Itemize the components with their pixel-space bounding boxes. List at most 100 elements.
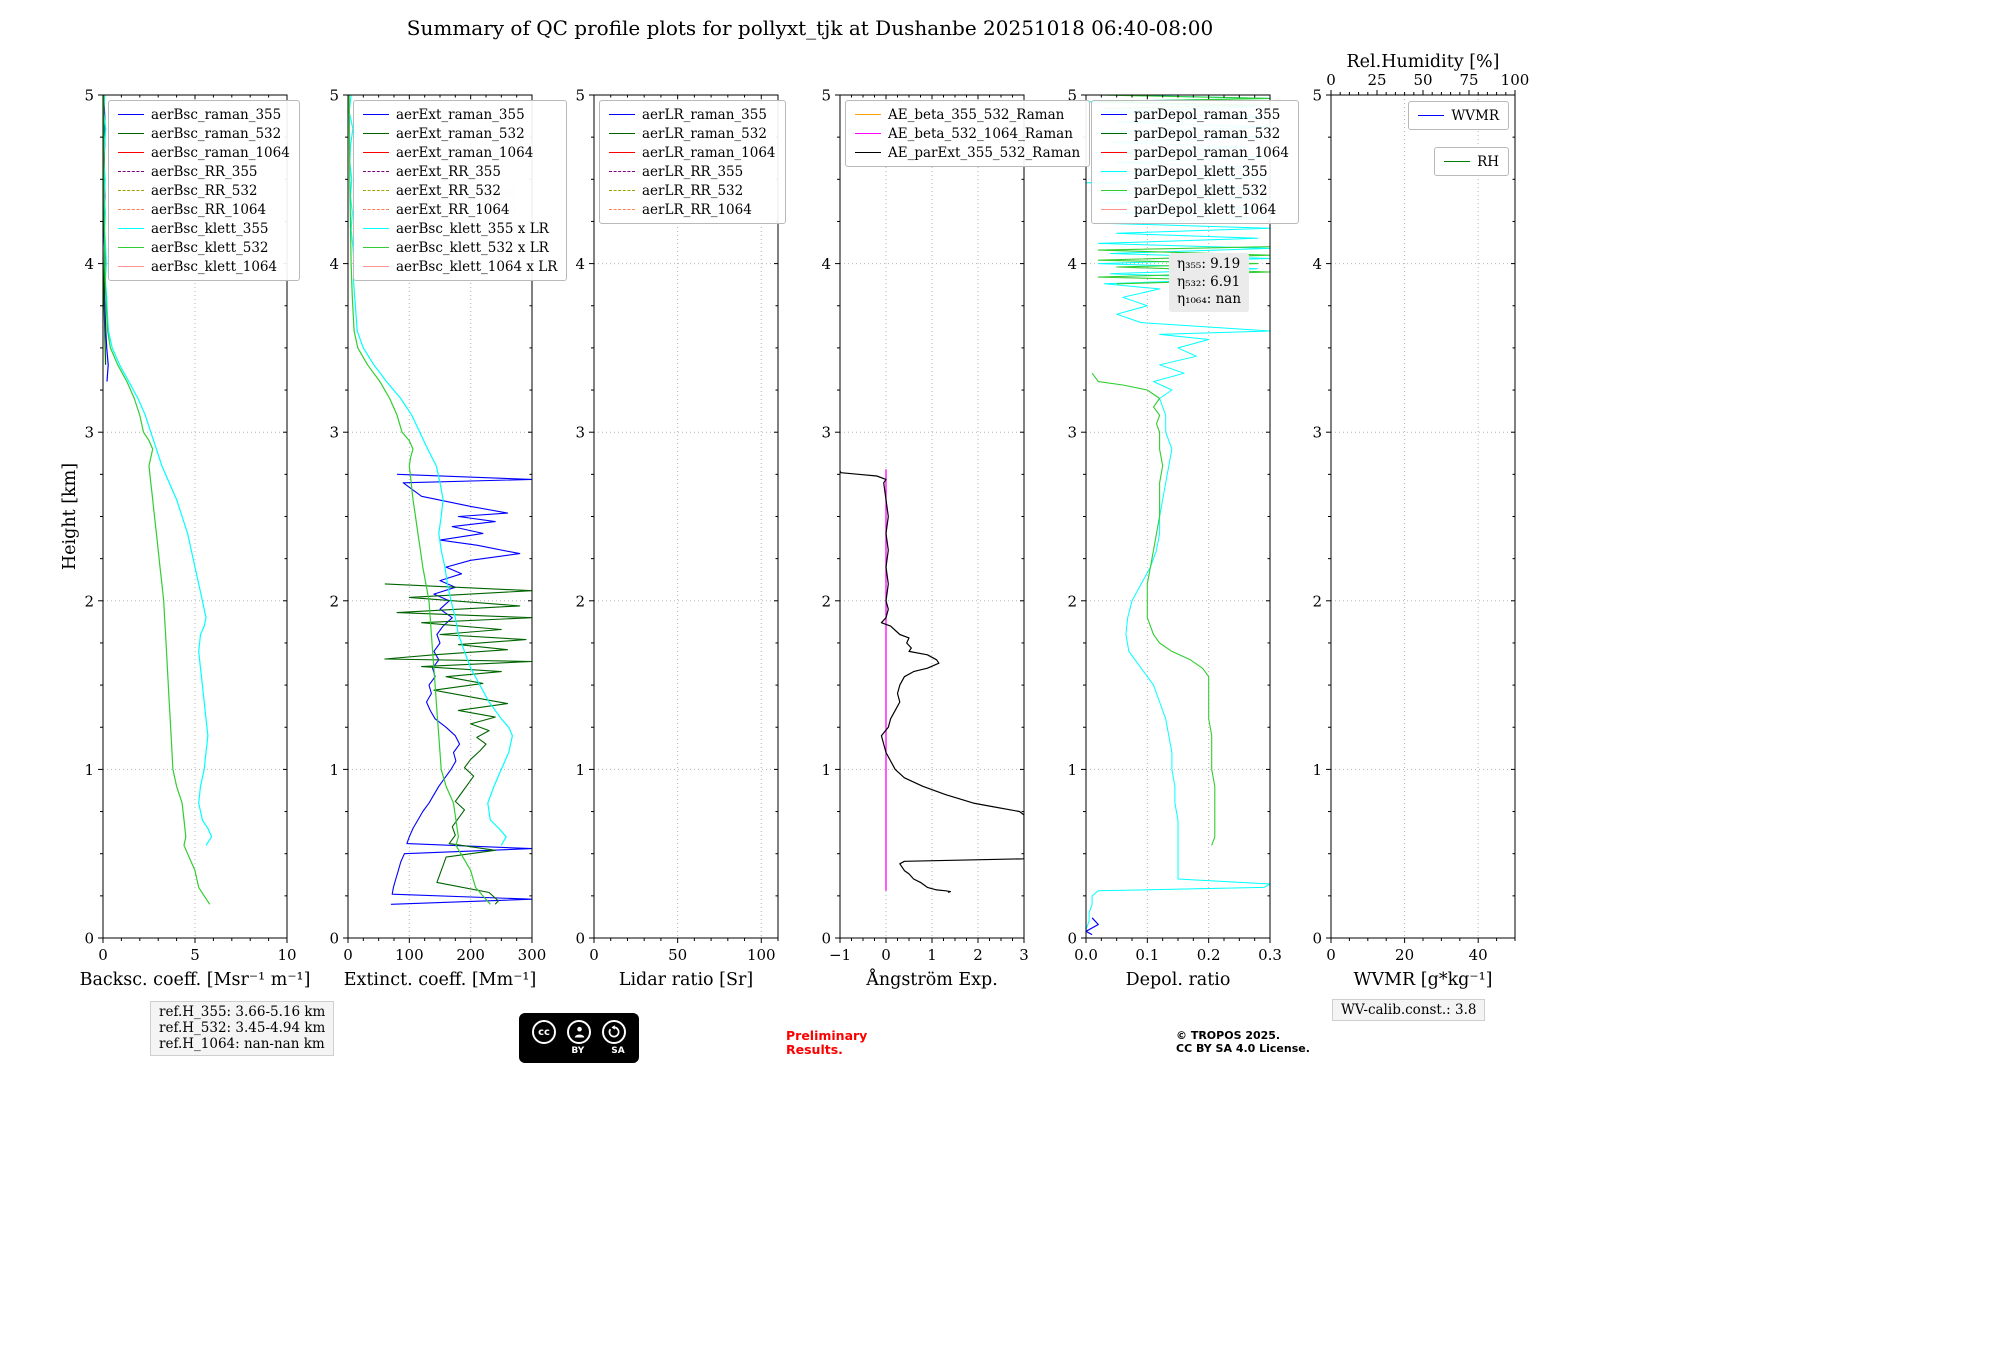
cc-sa-label: SA [611,1046,625,1056]
x-tick-label: 0 [881,946,891,964]
y-tick-label: 5 [575,87,585,105]
legend-line-swatch [1444,161,1471,162]
x-tick-label: 3 [1019,946,1029,964]
legend-label: aerBsc_raman_532 [151,125,282,142]
legend-line-swatch [118,133,144,134]
legend-entry: aerBsc_raman_355 [118,105,290,124]
preliminary-line-2: Results. [786,1042,843,1058]
eta-annotation: η₃₅₅: 9.19 η₅₃₂: 6.91 η₁₀₆₄: nan [1169,253,1250,312]
y-tick-label: 1 [575,761,585,779]
legend-entry: aerBsc_klett_1064 [118,257,290,276]
legend-entry: aerLR_RR_532 [609,181,776,200]
series-aerExt_raman_355 [390,473,532,905]
legend-line-swatch [118,266,144,267]
x-axis-label-depol-ratio: Depol. ratio [1126,970,1231,990]
y-tick-label: 3 [1067,424,1077,442]
legend-line-swatch [118,228,144,229]
axes-frame [1330,94,1516,939]
x-axis-label-backscatter: Backsc. coeff. [Msr⁻¹ m⁻¹] [80,970,311,990]
legend-line-swatch [118,190,144,191]
legend-label: aerBsc_RR_532 [151,182,258,199]
share-alike-icon [602,1020,626,1044]
legend-extinction: aerExt_raman_355 aerExt_raman_532 aerExt_r… [353,100,568,281]
legend-label: aerBsc_RR_1064 [151,201,267,218]
y-tick-label: 3 [575,424,585,442]
x-axis-label-lidar-ratio: Lidar ratio [Sr] [619,970,753,990]
y-tick-label: 0 [1312,930,1322,948]
legend-label: aerBsc_klett_1064 x LR [396,258,558,275]
x-tick-label: 300 [518,946,547,964]
x-tick-label: 0 [589,946,599,964]
series-aerBsc_klett_532_x_LR [348,95,491,905]
legend-line-swatch [609,171,635,172]
legend-entry: aerLR_raman_1064 [609,143,776,162]
x-tick-label: 40 [1469,946,1488,964]
legend-entry: aerBsc_klett_532 [118,238,290,257]
series-AE_parExt_355_532_Raman [840,470,1024,894]
legend-entry: AE_beta_532_1064_Raman [855,124,1080,143]
legend-entry: aerLR_raman_355 [609,105,776,124]
ref-height-355: ref.H_355: 3.66-5.16 km [159,1004,326,1020]
y-tick-label: 3 [329,424,339,442]
legend-entry: aerExt_RR_532 [363,181,557,200]
series-line [390,473,532,905]
legend-wvmr-0: WVMR [1408,101,1509,130]
legend-label: aerBsc_RR_355 [151,163,258,180]
legend-line-swatch [118,247,144,248]
legend-entry: aerBsc_klett_355 [118,219,290,238]
copyright-note: © TROPOS 2025. CC BY SA 4.0 License. [1176,1029,1310,1055]
legend-label: aerBsc_klett_1064 [151,258,278,275]
y-tick-label: 4 [575,255,585,273]
y-tick-label: 4 [821,255,831,273]
y-tick-label: 4 [84,255,94,273]
series-line [348,95,491,905]
legend-entry: parDepol_raman_532 [1101,124,1289,143]
legend-label: AE_parExt_355_532_Raman [888,144,1081,161]
ref-height-1064: ref.H_1064: nan-nan km [159,1036,325,1053]
y-tick-label: 1 [84,761,94,779]
y-tick-label: 0 [575,930,585,948]
legend-line-swatch [609,152,635,153]
copyright-line-2: CC BY SA 4.0 License. [1176,1042,1310,1056]
legend-entry: aerBsc_klett_532 x LR [363,238,557,257]
legend-line-swatch [1101,209,1127,210]
legend-line-swatch [1418,115,1445,116]
legend-label: aerLR_RR_355 [642,163,744,180]
legend-label: aerBsc_klett_532 [151,239,269,256]
panel-wvmr: 0 20 40 0 1 2 3 4 5 WVMR [g*kg⁻¹] 0 25 50 75 100Rel.Hu… [1312,52,1529,990]
legend-line-swatch [363,190,389,191]
legend-line-swatch [363,114,389,115]
legend-line-swatch [609,133,635,134]
y-axis-label: Height [km] [60,463,80,570]
legend-line-swatch [363,266,389,267]
x-tick-label: 20 [1395,946,1414,964]
y-tick-label: 2 [821,592,831,610]
legend-lidar-ratio: aerLR_raman_355 aerLR_raman_532 aerLR_rama… [599,100,786,224]
x-tick-label: 0 [343,946,353,964]
legend-line-swatch [609,190,635,191]
y-tick-label: 1 [329,761,339,779]
x-tick-label: 2 [973,946,983,964]
y-tick-label: 2 [575,592,585,610]
legend-entry: parDepol_raman_355 [1101,105,1289,124]
legend-entry: parDepol_klett_1064 [1101,200,1289,219]
legend-entry: aerBsc_raman_532 [118,124,290,143]
legend-label: aerExt_raman_355 [396,106,525,123]
y-tick-label: 2 [329,592,339,610]
legend-line-swatch [609,114,635,115]
legend-entry: AE_beta_355_532_Raman [855,105,1080,124]
x-tick-label: 200 [456,946,485,964]
x-tick-label: −1 [829,946,851,964]
legend-line-swatch [1101,152,1127,153]
y-tick-label: 2 [1312,592,1322,610]
legend-label: WVMR [1451,107,1499,124]
y-tick-label: 0 [1067,930,1077,948]
legend-label: parDepol_raman_355 [1134,106,1281,123]
legend-line-swatch [855,114,881,115]
legend-label: parDepol_raman_532 [1134,125,1281,142]
y-tick-label: 1 [821,761,831,779]
y-tick-label: 3 [84,424,94,442]
x-tick-label: 0.1 [1135,946,1159,964]
